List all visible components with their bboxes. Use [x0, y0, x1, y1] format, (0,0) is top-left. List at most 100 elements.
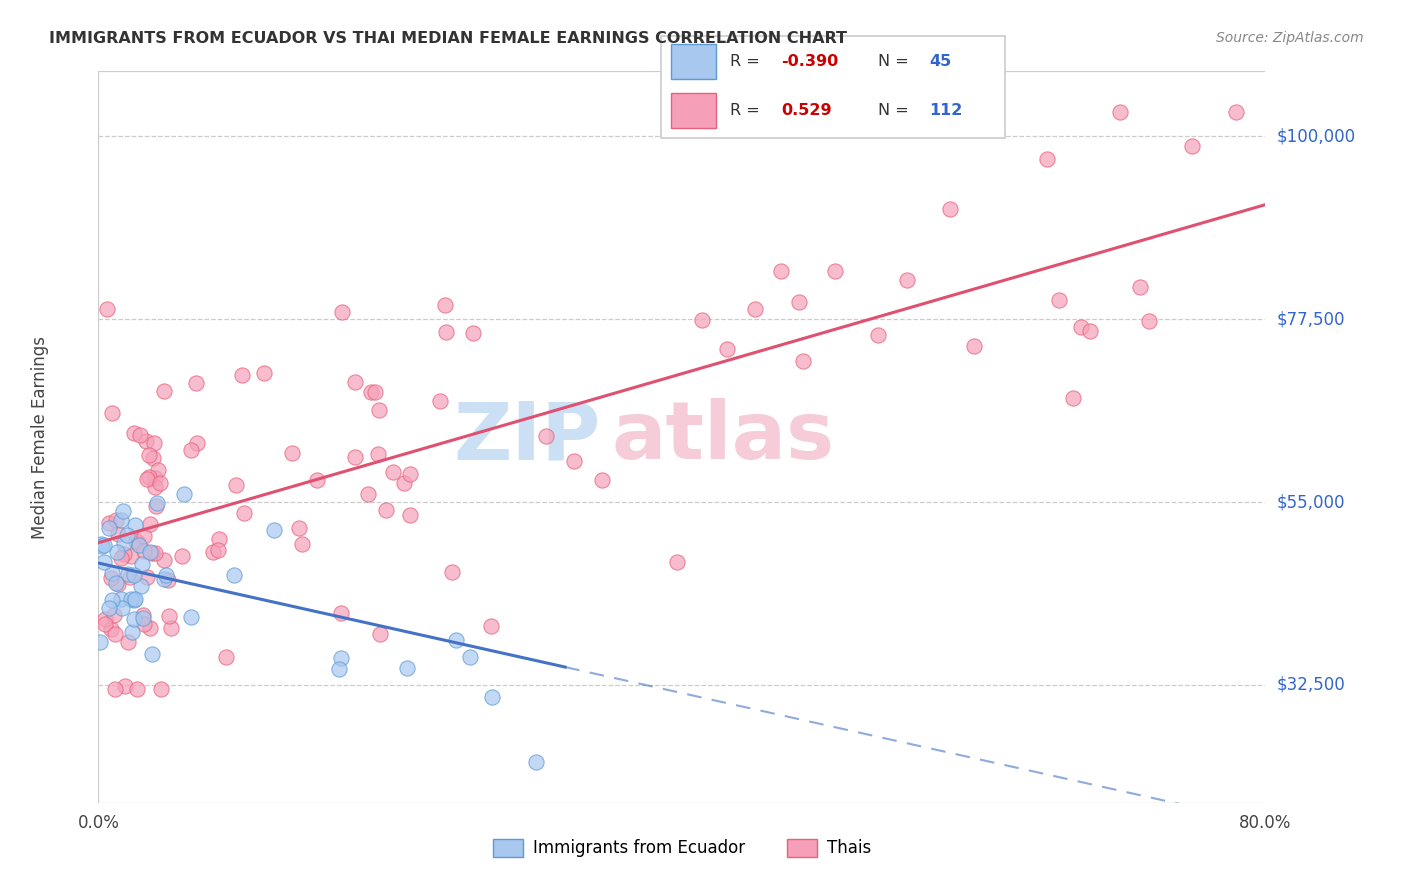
Text: IMMIGRANTS FROM ECUADOR VS THAI MEDIAN FEMALE EARNINGS CORRELATION CHART: IMMIGRANTS FROM ECUADOR VS THAI MEDIAN F… — [49, 31, 848, 46]
Text: atlas: atlas — [612, 398, 835, 476]
Point — [111, 600, 134, 615]
Point — [143, 546, 166, 560]
Point — [125, 681, 148, 696]
Text: N =: N = — [877, 54, 914, 69]
Point — [392, 476, 415, 491]
Text: Source: ZipAtlas.com: Source: ZipAtlas.com — [1216, 31, 1364, 45]
Point — [690, 313, 713, 327]
Point — [135, 472, 157, 486]
Point — [141, 546, 163, 560]
Point — [460, 649, 482, 664]
Point — [153, 384, 176, 399]
Text: R =: R = — [730, 54, 765, 69]
Point — [434, 325, 457, 339]
Point — [1062, 391, 1084, 405]
Point — [120, 549, 142, 563]
Point — [114, 679, 136, 693]
Point — [896, 273, 918, 287]
Point — [429, 393, 451, 408]
Point — [395, 661, 418, 675]
Text: R =: R = — [730, 103, 765, 118]
Point — [1070, 319, 1092, 334]
Point — [96, 302, 118, 317]
Point — [149, 475, 172, 490]
Point — [128, 538, 150, 552]
Point — [399, 467, 422, 481]
Point — [666, 555, 689, 569]
Point — [115, 528, 138, 542]
Text: $77,500: $77,500 — [1277, 310, 1346, 328]
Point — [104, 681, 127, 696]
Point — [231, 368, 253, 382]
Point — [1181, 139, 1204, 153]
Point — [744, 302, 766, 317]
Point — [132, 543, 155, 558]
Point — [112, 504, 135, 518]
Point — [110, 592, 132, 607]
Point — [139, 516, 162, 531]
Point — [263, 524, 285, 538]
Point — [792, 353, 814, 368]
Point — [94, 616, 117, 631]
Point — [215, 650, 238, 665]
Point — [202, 545, 225, 559]
Point — [122, 592, 145, 607]
Point — [463, 326, 485, 340]
Point — [145, 480, 167, 494]
Point — [143, 471, 166, 485]
Point — [1035, 152, 1057, 166]
Point — [101, 593, 124, 607]
Point — [173, 487, 195, 501]
Point — [291, 537, 314, 551]
Point — [90, 537, 112, 551]
Point — [139, 545, 162, 559]
Point — [149, 681, 172, 696]
Point — [132, 529, 155, 543]
Point — [132, 610, 155, 624]
Point — [138, 470, 160, 484]
Point — [125, 534, 148, 549]
Point — [98, 601, 121, 615]
Point — [360, 385, 382, 400]
Text: -0.390: -0.390 — [782, 54, 838, 69]
FancyBboxPatch shape — [671, 44, 716, 78]
Point — [153, 553, 176, 567]
Point — [222, 567, 245, 582]
Point — [104, 575, 127, 590]
Point — [344, 450, 367, 464]
Point — [135, 434, 157, 449]
Point — [132, 607, 155, 622]
Point — [770, 264, 793, 278]
Text: N =: N = — [877, 103, 914, 118]
Point — [962, 339, 984, 353]
FancyBboxPatch shape — [661, 36, 1005, 138]
Point — [307, 474, 329, 488]
Point — [146, 496, 169, 510]
Point — [441, 565, 464, 579]
Point — [124, 612, 146, 626]
Point — [94, 612, 117, 626]
Point — [128, 428, 150, 442]
Point — [330, 305, 353, 319]
FancyBboxPatch shape — [671, 93, 716, 128]
Point — [127, 535, 149, 549]
Text: $55,000: $55,000 — [1277, 493, 1346, 511]
Point — [208, 532, 231, 546]
Point — [330, 606, 353, 620]
Point — [367, 447, 389, 461]
Point — [481, 690, 503, 705]
Point — [93, 538, 115, 552]
Point — [562, 454, 585, 468]
Text: $32,500: $32,500 — [1277, 676, 1346, 694]
Point — [112, 547, 135, 561]
Point — [374, 502, 396, 516]
Point — [1129, 280, 1152, 294]
Point — [104, 627, 127, 641]
Text: 112: 112 — [929, 103, 963, 118]
Point — [107, 526, 129, 541]
Point — [121, 624, 143, 639]
Point — [524, 755, 547, 769]
Point — [139, 621, 162, 635]
Point — [1047, 293, 1070, 308]
Legend: Immigrants from Ecuador, Thais: Immigrants from Ecuador, Thais — [486, 832, 877, 864]
